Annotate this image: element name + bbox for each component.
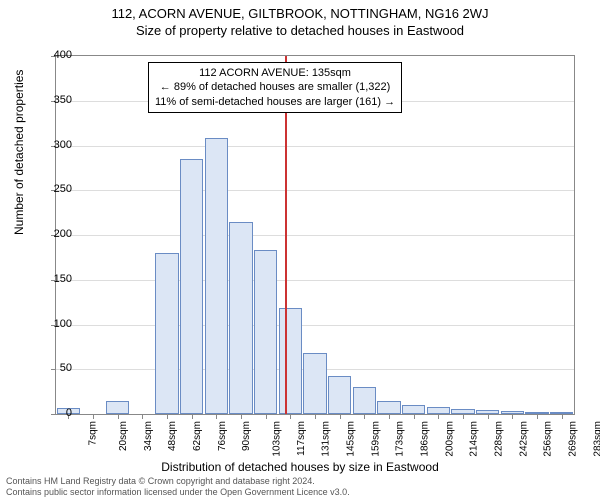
histogram-bar (279, 308, 302, 414)
xtick-label: 62sqm (192, 421, 203, 451)
histogram-bar (328, 376, 351, 414)
ytick-label: 250 (42, 183, 72, 195)
xtick-label: 173sqm (395, 421, 406, 457)
footer-line-1: Contains HM Land Registry data © Crown c… (6, 476, 350, 487)
histogram-bar (377, 401, 400, 414)
xtick-mark (562, 414, 563, 419)
xtick-mark (241, 414, 242, 419)
xtick-label: 103sqm (272, 421, 283, 457)
gridline (56, 190, 574, 191)
xtick-mark (216, 414, 217, 419)
xtick-label: 76sqm (217, 421, 228, 451)
xtick-mark (192, 414, 193, 419)
page-title: 112, ACORN AVENUE, GILTBROOK, NOTTINGHAM… (0, 0, 600, 21)
histogram-bar (402, 405, 425, 414)
xtick-label: 20sqm (118, 421, 129, 451)
ytick-label: 150 (42, 273, 72, 285)
gridline (56, 146, 574, 147)
gridline (56, 280, 574, 281)
ytick-label: 300 (42, 139, 72, 151)
ytick-label: 50 (42, 362, 72, 374)
xtick-label: 256sqm (543, 421, 554, 457)
xtick-mark (364, 414, 365, 419)
xtick-mark (537, 414, 538, 419)
annotation-line-2: ← 89% of detached houses are smaller (1,… (155, 80, 395, 94)
ytick-label: 0 (42, 407, 72, 419)
xtick-mark (290, 414, 291, 419)
xtick-label: 117sqm (296, 421, 307, 456)
histogram-bar (353, 387, 376, 414)
xtick-label: 159sqm (370, 421, 381, 457)
xtick-mark (315, 414, 316, 419)
xtick-label: 200sqm (444, 421, 455, 457)
xtick-mark (438, 414, 439, 419)
xtick-label: 34sqm (143, 421, 154, 451)
xtick-label: 214sqm (469, 421, 480, 457)
ytick-label: 200 (42, 228, 72, 240)
xtick-mark (266, 414, 267, 419)
footer-attribution: Contains HM Land Registry data © Crown c… (6, 476, 350, 498)
xtick-label: 131sqm (321, 421, 332, 457)
histogram-bar (229, 222, 252, 414)
x-axis-label: Distribution of detached houses by size … (0, 460, 600, 474)
xtick-mark (414, 414, 415, 419)
xtick-label: 186sqm (420, 421, 431, 457)
gridline (56, 325, 574, 326)
histogram-bar (180, 159, 203, 414)
ytick-label: 100 (42, 318, 72, 330)
xtick-label: 145sqm (346, 421, 357, 457)
xtick-label: 90sqm (241, 421, 252, 451)
chart-container: 112, ACORN AVENUE, GILTBROOK, NOTTINGHAM… (0, 0, 600, 500)
histogram-bar (155, 253, 178, 414)
plot-area: 112 ACORN AVENUE: 135sqm← 89% of detache… (55, 55, 575, 415)
xtick-mark (118, 414, 119, 419)
xtick-mark (167, 414, 168, 419)
histogram-bar (303, 353, 326, 414)
xtick-label: 48sqm (167, 421, 178, 451)
histogram-bar (205, 138, 228, 414)
xtick-label: 228sqm (494, 421, 505, 457)
xtick-label: 7sqm (88, 421, 99, 445)
histogram-bar (106, 401, 129, 414)
xtick-mark (512, 414, 513, 419)
xtick-mark (93, 414, 94, 419)
xtick-mark (488, 414, 489, 419)
page-subtitle: Size of property relative to detached ho… (0, 21, 600, 38)
gridline (56, 235, 574, 236)
ytick-label: 350 (42, 94, 72, 106)
y-axis-label: Number of detached properties (12, 70, 26, 235)
ytick-label: 400 (42, 49, 72, 61)
xtick-mark (340, 414, 341, 419)
annotation-box: 112 ACORN AVENUE: 135sqm← 89% of detache… (148, 62, 402, 113)
annotation-line-3: 11% of semi-detached houses are larger (… (155, 95, 395, 109)
xtick-mark (389, 414, 390, 419)
xtick-mark (463, 414, 464, 419)
annotation-line-1: 112 ACORN AVENUE: 135sqm (155, 66, 395, 80)
footer-line-2: Contains public sector information licen… (6, 487, 350, 498)
histogram-bar (254, 250, 277, 414)
histogram-bar (427, 407, 450, 414)
xtick-label: 283sqm (592, 421, 600, 457)
xtick-label: 242sqm (518, 421, 529, 457)
xtick-label: 269sqm (568, 421, 579, 457)
xtick-mark (142, 414, 143, 419)
